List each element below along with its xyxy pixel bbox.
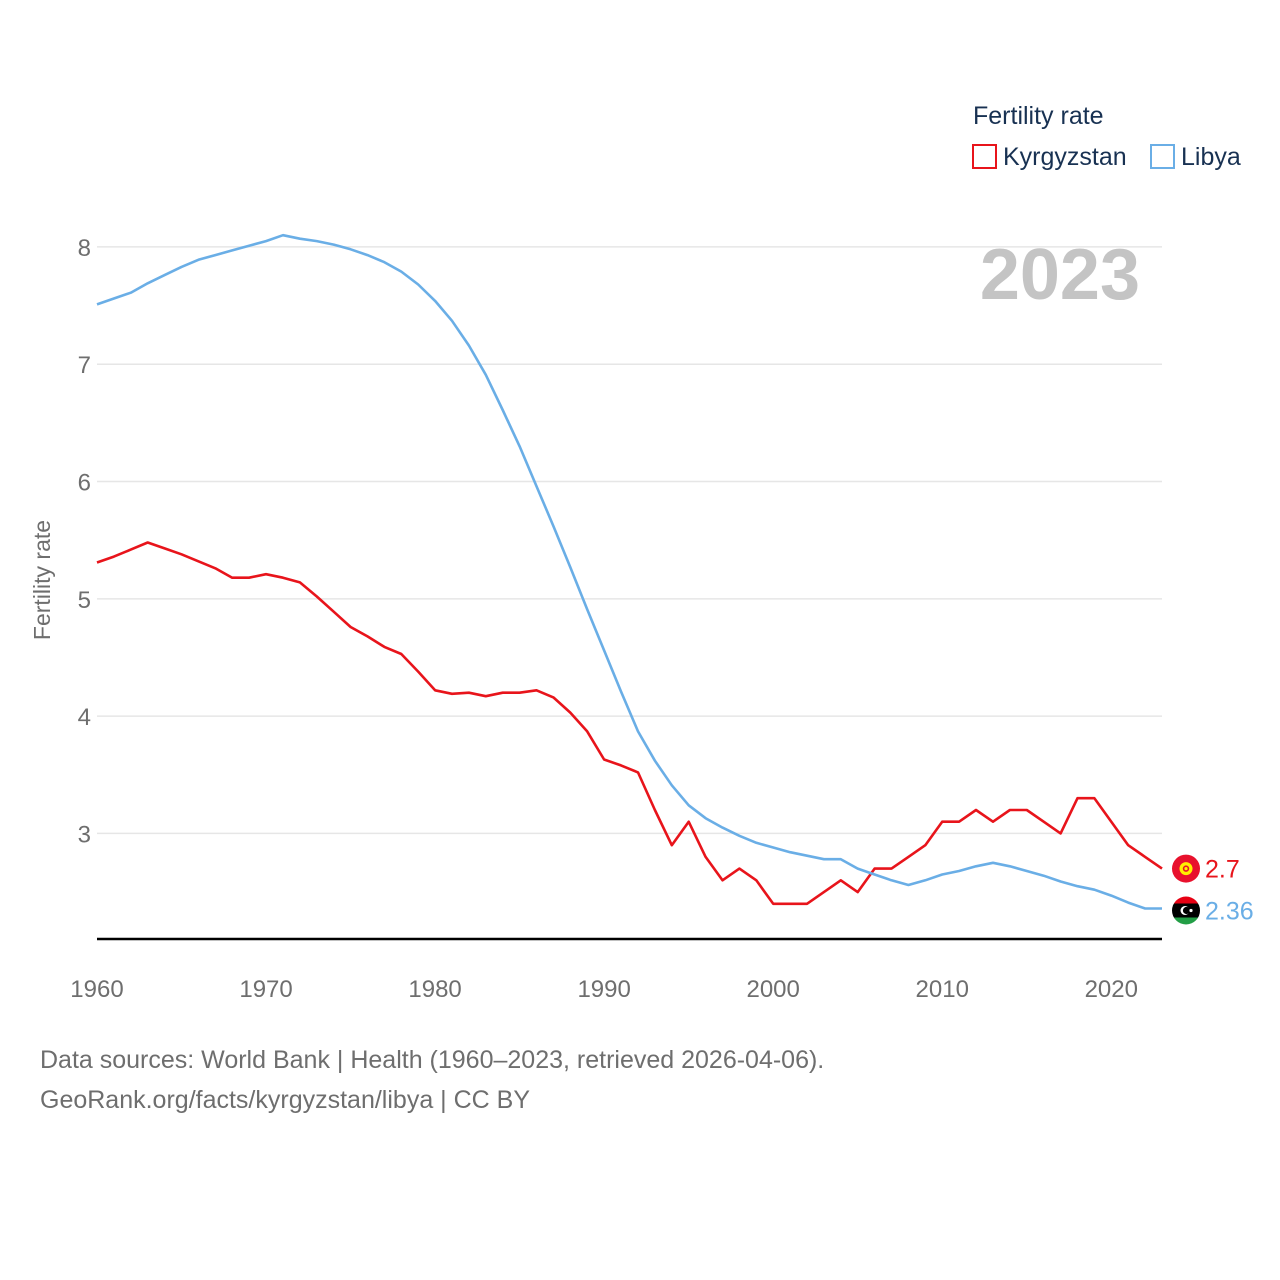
legend-title: Fertility rate <box>973 102 1104 130</box>
end-markers: 2.7 2.36 <box>1172 854 1254 926</box>
legend-label-kyrgyzstan[interactable]: Kyrgyzstan <box>1003 143 1127 171</box>
legend: Fertility rate Kyrgyzstan Libya <box>972 102 1241 171</box>
y-tick-label: 6 <box>78 470 91 497</box>
legend-swatch-libya[interactable] <box>1150 144 1175 169</box>
y-tick-label: 8 <box>78 235 91 262</box>
kyrgyzstan-flag-icon <box>1172 854 1200 883</box>
y-tick-label: 4 <box>78 704 91 731</box>
x-tick-label: 1960 <box>70 976 123 1003</box>
data-sources-text: Data sources: World Bank | Health (1960–… <box>40 1046 825 1074</box>
end-value-label-kyrgyzstan: 2.7 <box>1205 856 1240 884</box>
series-lines <box>96 233 1163 910</box>
y-tick-label: 7 <box>78 352 91 379</box>
year-label: 2023 <box>980 235 1140 315</box>
gridlines <box>97 246 1162 835</box>
end-value-label-libya: 2.36 <box>1205 898 1254 926</box>
x-axis-ticks: 1960 1970 1980 1990 2000 2010 2020 <box>70 976 1138 1003</box>
series-line-libya[interactable] <box>96 233 1162 910</box>
series-line-kyrgyzstan[interactable] <box>96 541 1163 906</box>
footer: Data sources: World Bank | Health (1960–… <box>40 1040 824 1120</box>
x-tick-label: 2010 <box>916 976 969 1003</box>
y-axis-label: Fertility rate <box>29 520 55 640</box>
libya-flag-icon <box>1172 896 1200 925</box>
legend-swatch-kyrgyzstan[interactable] <box>972 144 997 169</box>
x-tick-label: 1970 <box>239 976 292 1003</box>
x-tick-label: 1980 <box>408 976 461 1003</box>
y-tick-label: 5 <box>78 587 91 614</box>
credit-text: GeoRank.org/facts/kyrgyzstan/libya | CC … <box>40 1086 531 1114</box>
x-tick-label: 1990 <box>577 976 630 1003</box>
x-tick-label: 2000 <box>746 976 799 1003</box>
y-axis-ticks: 3 4 5 6 7 8 <box>78 235 91 849</box>
legend-label-libya[interactable]: Libya <box>1181 143 1241 171</box>
y-tick-label: 3 <box>78 821 91 848</box>
x-tick-label: 2020 <box>1085 976 1138 1003</box>
